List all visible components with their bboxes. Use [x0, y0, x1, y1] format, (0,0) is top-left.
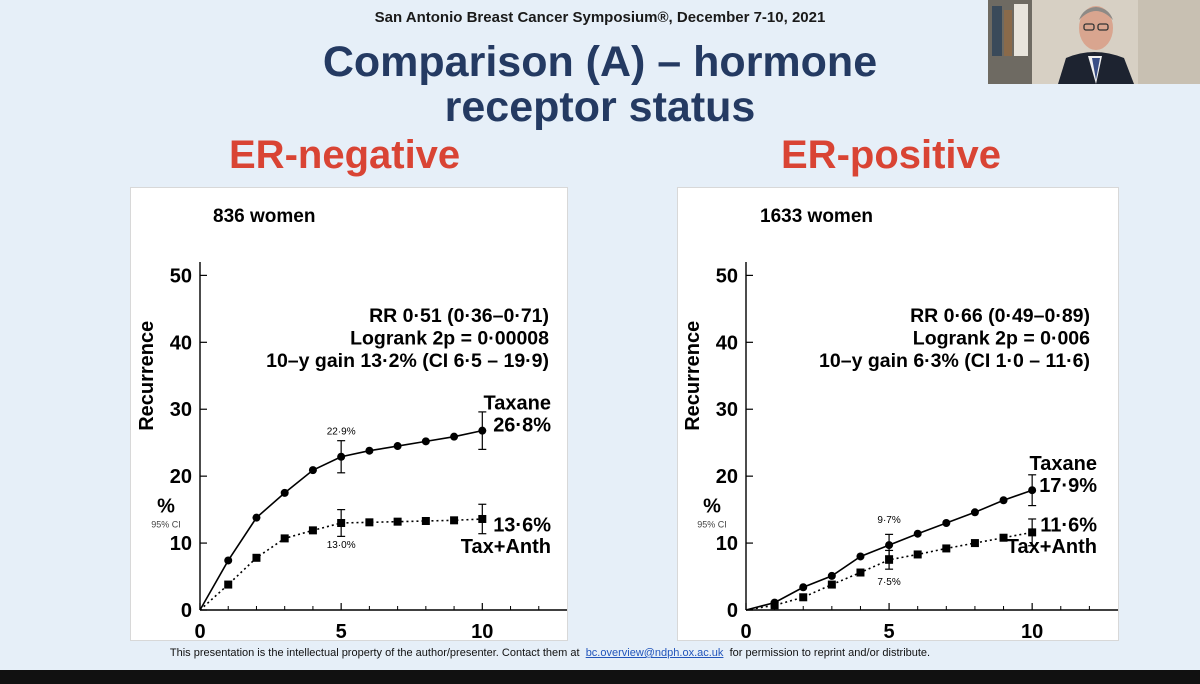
taxane-point [280, 488, 289, 497]
tax-anth-point [970, 539, 979, 548]
taxane-point [799, 583, 808, 592]
presenter-image [988, 0, 1200, 84]
slide-title: Comparison (A) – hormone receptor status [0, 40, 1200, 130]
annotation-tax-anth-5y: 7·5% [877, 577, 900, 588]
chart-er-positive: 0 10 20 30 40 50 0 5 10 1633 women Recurrence% 95% … [682, 206, 1118, 640]
legend-tax-anth-name: Tax+Anth [1007, 536, 1097, 558]
conference-banner: San Antonio Breast Cancer Symposium®, De… [374, 9, 826, 26]
stat-line: Logrank 2p = 0·006 [913, 327, 1090, 349]
taxane-point [308, 466, 317, 475]
taxane-point [365, 446, 374, 455]
webcam-presenter-video [988, 0, 1200, 84]
taxane-point [856, 552, 865, 561]
count-label: 1633 women [760, 206, 873, 227]
y-tick-label: 50 [716, 265, 738, 287]
taxane-point [999, 496, 1008, 505]
x-tick-label: 0 [740, 621, 751, 640]
chart-panel-er-positive: 0 10 20 30 40 50 0 5 10 1633 women Recurrence% 95% … [677, 187, 1119, 641]
stat-line: 10–y gain 6·3% (CI 1·0 – 11·6) [819, 350, 1090, 372]
y-tick-label: 10 [716, 533, 738, 555]
footer-email-link[interactable]: bc.overview@ndph.ox.ac.uk [585, 647, 724, 659]
legend-taxane-name: Taxane [1030, 453, 1097, 475]
taxane-point [913, 529, 922, 538]
taxane-point [252, 513, 261, 522]
legend-tax-anth-name: Tax+Anth [461, 536, 551, 558]
legend-tax-anth-value: 11·6% [1040, 514, 1097, 536]
tax-anth-point [913, 550, 922, 559]
chart-panel-er-negative: 0 10 20 30 40 50 0 5 10 836 women Recurrence% 95% C… [130, 187, 568, 641]
subhead-er-negative: ER-negative [229, 133, 461, 177]
taxane-point [421, 437, 430, 446]
taxane-point [970, 508, 979, 517]
tax-anth-point [280, 534, 289, 543]
taxane-point [827, 571, 836, 580]
stat-line: RR 0·66 (0·49–0·89) [910, 305, 1090, 327]
subhead-er-positive: ER-positive [781, 133, 1002, 177]
tax-anth-point [365, 518, 374, 527]
tax-anth-point [799, 593, 808, 602]
x-tick-label: 10 [471, 621, 493, 640]
slide-title-line1: Comparison (A) – hormone [322, 38, 878, 86]
footer-text-before: This presentation is the intellectual pr… [169, 647, 580, 659]
tax-anth-point [856, 568, 865, 577]
x-tick-label: 5 [884, 621, 895, 640]
bottom-bar [0, 670, 1200, 684]
tax-anth-point [252, 553, 261, 562]
slide-title-line2: receptor status [444, 83, 756, 131]
taxane-point [393, 442, 402, 451]
x-tick-label: 5 [336, 621, 347, 640]
y-axis-label: Recurrence [682, 321, 704, 431]
y-tick-label: 10 [170, 533, 192, 555]
y-tick-label: 40 [716, 332, 738, 354]
count-label: 836 women [213, 206, 315, 227]
tax-anth-point [999, 533, 1008, 542]
stat-line: Logrank 2p = 0·00008 [350, 327, 549, 349]
chart-er-negative: 0 10 20 30 40 50 0 5 10 836 women Recurrence% 95% C… [136, 206, 567, 640]
tax-anth-point [224, 580, 233, 589]
tax-anth-point [421, 516, 430, 525]
y-tick-label: 40 [170, 332, 192, 354]
tax-anth-point [942, 544, 951, 553]
annotation-taxane-5y: 9·7% [877, 515, 900, 526]
tax-anth-point [450, 516, 459, 525]
tax-anth-point [308, 526, 317, 535]
y-tick-label: 50 [170, 265, 192, 287]
ci-label: 95% CI [151, 520, 181, 530]
legend-taxane-value: 17·9% [1039, 475, 1097, 497]
footer-text-after: for permission to reprint and/or distrib… [729, 647, 931, 659]
tax-anth-point [827, 580, 836, 589]
legend-taxane-value: 26·8% [493, 415, 551, 437]
legend-taxane-name: Taxane [484, 393, 551, 415]
stat-line: RR 0·51 (0·36–0·71) [369, 305, 549, 327]
y-tick-label: 20 [170, 466, 192, 488]
tax-anth-point [770, 601, 779, 610]
legend-tax-anth-value: 13·6% [493, 514, 551, 536]
annotation-taxane-5y: 22·9% [327, 427, 356, 438]
y-tick-label: 20 [716, 466, 738, 488]
ci-label: 95% CI [697, 520, 727, 530]
annotation-tax-anth-5y: 13·0% [327, 540, 356, 551]
taxane-point [450, 432, 459, 441]
y-tick-label: 30 [716, 399, 738, 421]
x-tick-label: 10 [1021, 621, 1043, 640]
taxane-point [224, 556, 233, 565]
taxane-point [942, 519, 951, 527]
y-axis-label: Recurrence [136, 321, 158, 431]
x-tick-label: 0 [194, 621, 205, 640]
y-tick-label: 30 [170, 399, 192, 421]
y-axis-percent-label: % [157, 495, 175, 517]
y-axis-percent-label: % [703, 495, 721, 517]
tax-anth-point [393, 517, 402, 526]
stat-line: 10–y gain 13·2% (CI 6·5 – 19·9) [266, 350, 549, 372]
footer-notice: This presentation is the intellectual pr… [0, 647, 1100, 659]
y-tick-label: 0 [727, 600, 738, 622]
y-tick-label: 0 [181, 600, 192, 622]
